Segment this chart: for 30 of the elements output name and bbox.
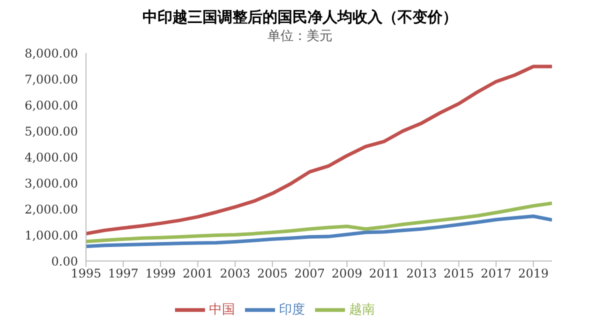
y-tick-label: 3,000.00 [24,176,78,190]
y-tick-label: 5,000.00 [24,124,78,138]
x-tick-label: 2007 [294,266,325,281]
line-series [86,64,552,236]
x-tick-label: 1997 [108,266,139,281]
legend-label: 越南 [349,302,375,318]
y-tick-label: 6,000.00 [24,98,78,112]
chart-title: 中印越三国调整后的国民净人均收入（不变价） [142,8,458,27]
y-tick-label: 7,000.00 [24,72,78,86]
chart-subtitle: 单位：美元 [266,28,334,45]
x-tick-label: 2013 [406,266,437,281]
legend-label: 中国 [209,302,235,318]
x-tick-label: 2005 [257,266,288,281]
x-tick-label: 2019 [518,266,549,281]
x-tick-label: 2017 [480,266,512,281]
x-tick-label: 2001 [182,266,214,281]
x-tick-label: 2011 [368,266,400,281]
x-tick-label: 2003 [220,266,250,281]
y-tick-label: 8,000.00 [24,46,78,60]
y-tick-label: 1,000.00 [24,228,78,242]
y-tick-label: 2,000.00 [24,202,78,216]
x-tick-label: 1999 [145,266,176,281]
y-tick-label: 0.00 [51,254,78,268]
x-tick-label: 1995 [70,266,102,281]
line-series [86,214,552,248]
legend-label: 印度 [279,302,305,318]
line-series [86,202,552,244]
x-tick-label: 2015 [444,266,474,281]
y-tick-label: 4,000.00 [24,150,78,164]
x-tick-label: 2009 [332,266,362,281]
